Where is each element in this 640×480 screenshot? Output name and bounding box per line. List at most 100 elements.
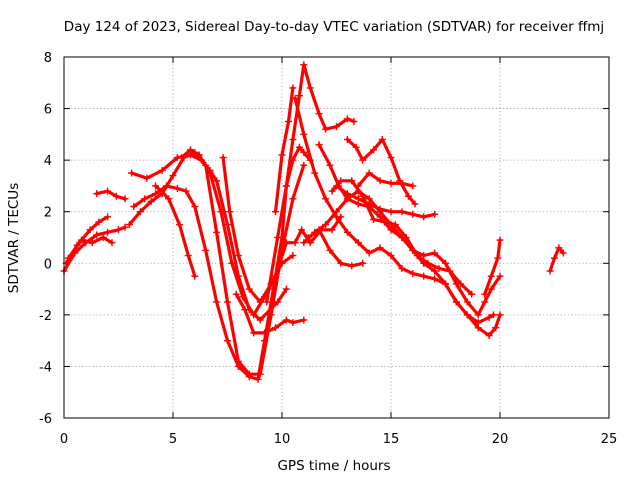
data-point	[431, 275, 439, 283]
data-point	[141, 195, 149, 203]
data-point	[311, 169, 319, 177]
data-point	[328, 226, 336, 234]
data-point	[184, 252, 192, 260]
data-point	[354, 195, 362, 203]
data-point	[326, 246, 334, 254]
data-point	[326, 161, 334, 169]
series-line	[265, 63, 356, 304]
data-point	[77, 236, 85, 244]
data-point	[409, 270, 417, 278]
series-track-1	[60, 223, 129, 275]
data-point	[289, 84, 297, 92]
data-point	[487, 272, 495, 280]
data-point	[256, 316, 264, 324]
data-point	[446, 267, 454, 275]
series-line	[130, 153, 288, 322]
data-point	[328, 187, 336, 195]
data-point	[162, 182, 170, 190]
data-point	[213, 298, 221, 306]
data-point	[442, 259, 449, 267]
data-point	[485, 331, 493, 339]
data-point	[463, 311, 471, 319]
data-point	[176, 221, 184, 229]
data-point	[278, 259, 286, 267]
data-point	[86, 226, 94, 234]
data-point	[250, 311, 258, 319]
data-point	[370, 146, 378, 154]
series-track-12	[263, 61, 358, 306]
data-point	[306, 84, 314, 92]
data-point	[245, 285, 253, 293]
data-point	[289, 319, 297, 327]
data-point	[420, 213, 428, 221]
data-point	[274, 234, 282, 241]
x-tick-label: 20	[492, 432, 509, 447]
data-point	[263, 298, 271, 306]
data-point	[300, 239, 308, 247]
data-point	[289, 252, 297, 260]
data-point	[130, 203, 138, 211]
data-point	[289, 136, 297, 144]
data-point	[559, 249, 567, 257]
data-point	[333, 123, 340, 131]
data-point	[104, 213, 112, 221]
data-point	[295, 143, 303, 151]
data-point	[431, 210, 439, 218]
data-point	[354, 239, 362, 247]
data-point	[112, 192, 120, 200]
data-point	[387, 226, 395, 234]
data-point	[343, 115, 351, 123]
data-point	[88, 239, 96, 247]
data-point	[152, 182, 160, 190]
data-point	[274, 298, 282, 306]
data-point	[254, 375, 262, 383]
data-point	[546, 267, 554, 275]
data-point	[182, 187, 190, 195]
data-point	[245, 373, 253, 381]
data-point	[398, 264, 406, 272]
data-point	[121, 223, 129, 231]
data-point	[452, 298, 460, 306]
y-tick-label: 8	[44, 51, 52, 66]
data-point	[282, 316, 290, 324]
y-tick-label: -4	[39, 360, 52, 375]
data-point	[300, 61, 308, 69]
data-point	[442, 280, 449, 288]
data-point	[232, 290, 240, 298]
series-track-10	[219, 154, 297, 306]
data-point	[387, 154, 395, 162]
data-point	[315, 141, 323, 149]
data-point	[239, 293, 247, 301]
data-point	[195, 151, 203, 159]
y-tick-label: -2	[39, 309, 52, 324]
data-point	[555, 244, 563, 252]
series-line	[483, 238, 502, 296]
x-tick-label: 5	[169, 432, 177, 447]
data-point	[431, 249, 439, 257]
data-point	[496, 236, 504, 244]
data-point	[474, 311, 482, 319]
data-point	[424, 259, 432, 267]
data-point	[315, 110, 323, 118]
series-line	[345, 137, 417, 206]
x-tick-label: 15	[383, 432, 400, 447]
data-point	[376, 213, 384, 221]
data-point	[300, 130, 308, 138]
data-point	[282, 182, 290, 190]
data-point	[217, 208, 225, 216]
data-point	[300, 161, 308, 169]
series-track-8	[152, 182, 199, 280]
x-axis-label: GPS time / hours	[277, 458, 390, 474]
data-point	[359, 259, 367, 267]
data-point	[457, 280, 465, 288]
data-point	[219, 154, 227, 162]
data-point	[224, 298, 231, 306]
data-point	[481, 290, 489, 298]
series-track-4	[93, 187, 129, 203]
data-point	[234, 252, 242, 260]
data-point	[387, 208, 395, 216]
series-line	[273, 86, 295, 214]
data-point	[121, 195, 129, 203]
series-track-13	[271, 84, 297, 216]
